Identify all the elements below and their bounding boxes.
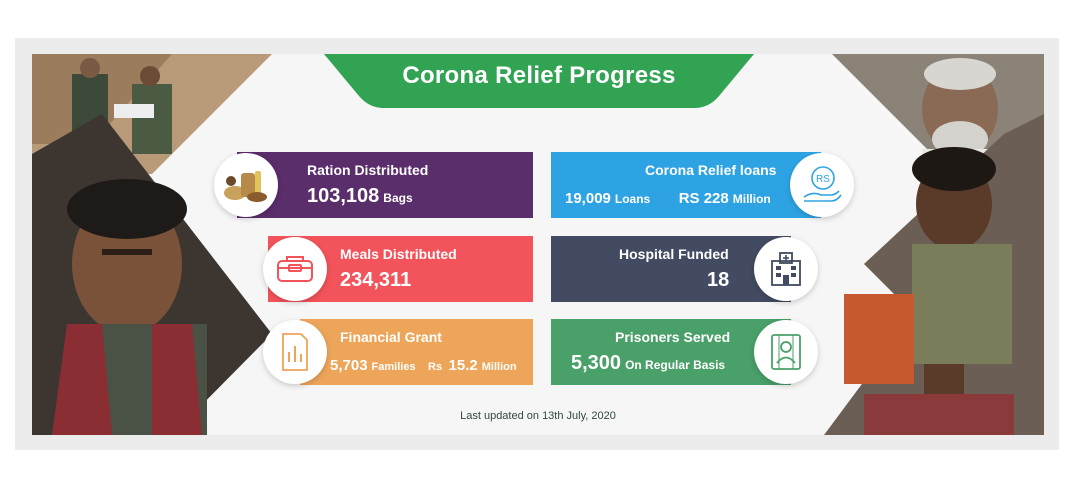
hospital-icon-circle	[754, 237, 818, 301]
prisoners-value: 5,300	[571, 352, 622, 374]
ration-unit: Bags	[383, 191, 413, 205]
prisoners-icon-circle	[754, 320, 818, 384]
prisoners-label: Prisoners Served	[615, 329, 731, 345]
loans-count: 19,009	[565, 190, 611, 207]
loans-icon-circle: RS	[790, 153, 854, 217]
grant-card: Financial Grant 5,703 Families Rs 15.2 Mil…	[300, 319, 533, 385]
loans-amount-unit: Million	[732, 192, 771, 206]
loans-label: Corona Relief loans	[645, 162, 777, 178]
prisoner-icon	[771, 334, 801, 370]
hospital-label: Hospital Funded	[619, 246, 729, 262]
ration-label: Ration Distributed	[307, 162, 429, 178]
hospital-icon	[771, 252, 801, 286]
page-title: Corona Relief Progress	[402, 62, 676, 89]
loans-amount: RS 228	[678, 190, 729, 207]
grant-label: Financial Grant	[340, 329, 442, 345]
grant-families: 5,703	[330, 357, 368, 374]
grant-currency: Rs	[428, 361, 443, 373]
rupee-hand-icon: RS	[803, 166, 842, 202]
meals-value: 234,311	[340, 269, 412, 291]
lunchbox-icon	[277, 256, 313, 282]
relief-banner: Corona Relief Progress Ration Distribute…	[32, 54, 1044, 435]
grant-icon-circle	[263, 320, 327, 384]
grant-amount-unit: Million	[481, 361, 517, 373]
grant-amount: 15.2	[448, 357, 478, 374]
ration-value: 103,108	[307, 185, 380, 207]
rupee-icon-text: RS	[816, 174, 830, 185]
ration-card: Ration Distributed 103,108 Bags	[237, 152, 533, 218]
photo-right-man	[804, 114, 1044, 435]
prisoners-card: Prisoners Served 5,300 On Regular Basis	[551, 319, 791, 385]
prisoners-unit: On Regular Basis	[625, 358, 726, 372]
ration-icon-circle	[214, 153, 278, 217]
header-banner	[324, 54, 754, 108]
grant-families-unit: Families	[371, 361, 416, 373]
hospital-card: Hospital Funded 18	[551, 236, 791, 302]
meals-label: Meals Distributed	[340, 246, 457, 262]
loans-count-unit: Loans	[614, 192, 651, 206]
loans-card: Corona Relief loans 19,009 Loans RS 228 Mi…	[551, 152, 821, 218]
meals-icon-circle	[263, 237, 327, 301]
grocery-icon	[224, 171, 267, 202]
last-updated-text: Last updated on 13th July, 2020	[460, 410, 616, 422]
hospital-value: 18	[707, 269, 730, 291]
photo-left-man	[32, 114, 272, 435]
grant-document-icon	[282, 333, 308, 371]
